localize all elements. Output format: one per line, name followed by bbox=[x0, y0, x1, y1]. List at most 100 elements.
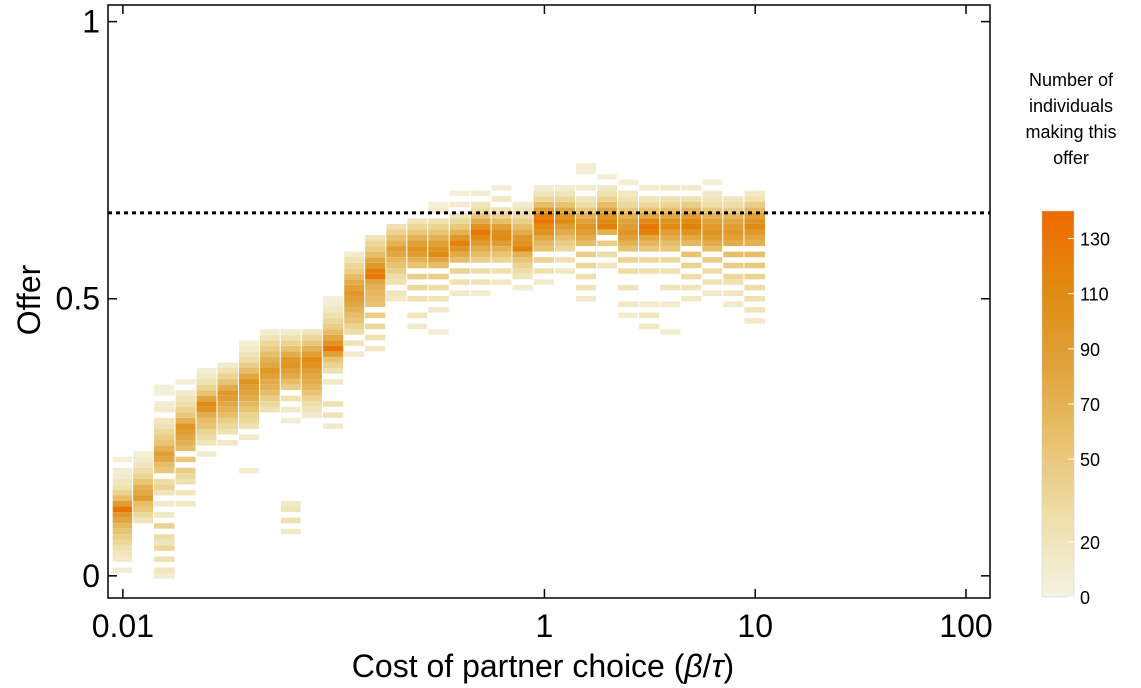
heatmap-cell bbox=[470, 229, 491, 235]
heatmap-cell bbox=[639, 185, 660, 191]
heatmap-cell bbox=[259, 356, 280, 363]
heatmap-cell bbox=[344, 318, 365, 324]
heatmap-cell bbox=[154, 406, 175, 413]
heatmap-cell bbox=[449, 240, 470, 247]
colorbar-tick-label: 130 bbox=[1080, 230, 1110, 250]
heatmap-cell bbox=[386, 223, 407, 230]
heatmap-cell bbox=[470, 223, 491, 230]
heatmap-cell bbox=[512, 268, 533, 274]
heatmap-cell bbox=[533, 185, 555, 191]
heatmap-cell bbox=[702, 179, 723, 186]
heatmap-cell bbox=[618, 179, 639, 186]
colorbar-tick-label: 50 bbox=[1080, 450, 1100, 470]
heatmap-cell bbox=[533, 207, 555, 213]
heatmap-cell bbox=[618, 257, 639, 263]
heatmap-cell bbox=[280, 368, 301, 374]
heatmap-cell bbox=[449, 290, 470, 296]
heatmap-cell bbox=[259, 340, 280, 346]
y-tick-label: 1 bbox=[82, 4, 100, 40]
heatmap-cell bbox=[449, 201, 470, 208]
heatmap-cell bbox=[301, 395, 322, 402]
heatmap-cell bbox=[660, 201, 681, 208]
heatmap-cell bbox=[154, 573, 175, 579]
heatmap-cell bbox=[154, 390, 175, 396]
colorbar-ticks: 0 20 50 70 90 110 130 bbox=[1068, 230, 1110, 608]
heatmap-cell bbox=[386, 262, 407, 269]
heatmap-cell bbox=[133, 462, 154, 468]
heatmap-cell bbox=[491, 246, 512, 252]
heatmap-cell bbox=[639, 212, 660, 219]
heatmap-cell bbox=[322, 401, 344, 407]
heatmap-cell bbox=[196, 406, 217, 413]
heatmap-cell bbox=[533, 229, 555, 235]
heatmap-cell bbox=[196, 395, 217, 402]
heatmap-cell bbox=[386, 229, 407, 235]
heatmap-cell bbox=[470, 240, 491, 247]
heatmap-cell bbox=[491, 185, 512, 191]
heatmap-cell bbox=[723, 229, 744, 235]
heatmap-cell bbox=[365, 295, 386, 302]
heatmap-cell bbox=[512, 240, 533, 247]
heatmap-cell bbox=[533, 190, 555, 197]
heatmap-cell bbox=[533, 218, 555, 224]
heatmap-cell bbox=[407, 246, 428, 252]
heatmap-cell bbox=[238, 423, 259, 429]
heatmap-cell bbox=[196, 412, 217, 418]
heatmap-cell bbox=[491, 223, 512, 230]
heatmap-cell bbox=[175, 428, 196, 435]
heatmap-cell bbox=[112, 484, 133, 490]
heatmap-cell bbox=[618, 240, 639, 247]
heatmap-cell bbox=[154, 467, 175, 474]
heatmap-cell bbox=[112, 528, 133, 535]
heatmap-cell bbox=[196, 401, 217, 407]
heatmap-cell bbox=[112, 556, 133, 562]
heatmap-cell bbox=[533, 279, 555, 285]
heatmap-cell bbox=[344, 323, 365, 330]
heatmap-cell bbox=[280, 517, 301, 524]
heatmap-cell bbox=[386, 290, 407, 296]
heatmap-cell bbox=[344, 273, 365, 280]
heatmap-cell bbox=[217, 412, 238, 418]
heatmap-cell bbox=[723, 235, 744, 241]
heatmap-cell bbox=[301, 340, 322, 346]
heatmap-cell bbox=[533, 223, 555, 230]
heatmap-cell bbox=[575, 295, 597, 302]
heatmap-cell bbox=[344, 329, 365, 335]
heatmap-cell bbox=[449, 218, 470, 224]
heatmap-cell bbox=[280, 345, 301, 352]
heatmap-cell bbox=[470, 207, 491, 213]
heatmap-cell bbox=[512, 284, 533, 291]
x-tick-label: 1 bbox=[536, 608, 554, 644]
heatmap-cell bbox=[491, 229, 512, 235]
heatmap-cell bbox=[301, 345, 322, 352]
heatmap-cell bbox=[344, 290, 365, 296]
heatmap-cell bbox=[259, 379, 280, 385]
heatmap-cell bbox=[154, 567, 175, 574]
heatmap-cell bbox=[133, 451, 154, 457]
heatmap-cell bbox=[491, 257, 512, 263]
heatmap-cell bbox=[301, 390, 322, 396]
heatmap-cell bbox=[491, 279, 512, 285]
heatmap-cell bbox=[175, 379, 196, 385]
heatmap-cell bbox=[639, 312, 660, 319]
heatmap-cell bbox=[660, 218, 681, 224]
heatmap-cell bbox=[681, 284, 702, 291]
heatmap-cell bbox=[259, 406, 280, 413]
heatmap-cell bbox=[491, 218, 512, 224]
heatmap-cell bbox=[112, 517, 133, 524]
heatmap-cell bbox=[702, 268, 723, 274]
heatmap-cell bbox=[555, 201, 575, 208]
heatmap-cell bbox=[322, 307, 344, 313]
heatmap-cell bbox=[470, 290, 491, 296]
x-tick-label: 0.01 bbox=[92, 608, 154, 644]
heatmap-cell bbox=[575, 196, 597, 202]
heatmap-cell bbox=[575, 223, 597, 230]
heatmap-cell bbox=[702, 229, 723, 235]
heatmap-cell bbox=[533, 235, 555, 241]
heatmap-cell bbox=[196, 434, 217, 441]
heatmap-cell bbox=[723, 240, 744, 247]
heatmap-cell bbox=[365, 334, 386, 341]
heatmap-cell bbox=[238, 406, 259, 413]
heatmap-cell bbox=[555, 218, 575, 224]
heatmap-cell bbox=[365, 301, 386, 308]
